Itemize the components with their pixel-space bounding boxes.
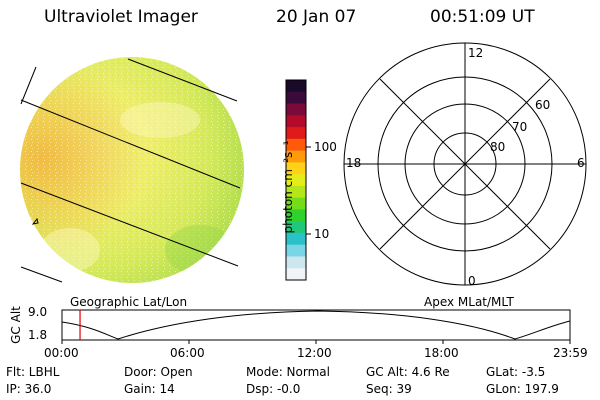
- polar-grid: [343, 42, 587, 286]
- lat-label-60: 60: [535, 98, 551, 112]
- colorbar-swatch: [286, 256, 306, 269]
- geographic-grid-lines: [20, 58, 241, 283]
- header-time: 00:51:09 UT: [430, 7, 535, 27]
- mlt-label-6: 6: [577, 156, 585, 170]
- status-glon: GLon: 197.9: [486, 382, 559, 396]
- altitude-timeline-plot: [61, 309, 571, 344]
- colorbar-swatch: [286, 138, 306, 152]
- timeline-ytick-high: 9.0: [28, 305, 48, 319]
- colorbar-swatch: [286, 268, 306, 281]
- status-filter: Flt: LBHL: [6, 365, 60, 379]
- status-seq: Seq: 39: [366, 382, 412, 396]
- lat-label-70: 70: [512, 120, 528, 134]
- colorbar-swatch: [286, 91, 306, 105]
- status-dsp: Dsp: -0.0: [246, 382, 301, 396]
- status-glat: GLat: -3.5: [486, 365, 546, 379]
- timeline-xtick-0: 00:00: [44, 346, 79, 360]
- colorbar-swatch: [286, 197, 306, 211]
- status-mode: Mode: Normal: [246, 365, 330, 379]
- colorbar-swatch: [286, 127, 306, 140]
- timeline-axis-label: GC Alt: [9, 306, 23, 344]
- timeline-right-title: Apex MLat/MLT: [424, 295, 514, 309]
- colorbar-swatch: [286, 185, 306, 199]
- colorbar-swatch: [286, 209, 306, 222]
- status-gc-alt: GC Alt: 4.6 Re: [366, 365, 450, 379]
- colorbar-tick-10: 10: [314, 227, 330, 241]
- lat-label-80: 80: [490, 140, 506, 154]
- altitude-curve: [61, 310, 571, 340]
- colorbar: [286, 80, 306, 281]
- colorbar-tick-100: 100: [314, 140, 337, 154]
- colorbar-swatch: [286, 103, 306, 116]
- mlt-label-12: 12: [468, 46, 484, 60]
- colorbar-swatch: [286, 232, 306, 246]
- timeline-ytick-low: 1.8: [28, 328, 48, 342]
- status-gain: Gain: 14: [124, 382, 175, 396]
- colorbar-swatch: [286, 115, 306, 128]
- timeline-xtick-3: 18:00: [424, 346, 459, 360]
- timeline-xtick-1: 06:00: [170, 346, 205, 360]
- mlt-label-0: 0: [468, 274, 476, 288]
- timeline-left-title: Geographic Lat/Lon: [70, 295, 188, 309]
- timeline-xtick-4: 23:59: [553, 346, 588, 360]
- colorbar-swatch: [286, 150, 306, 163]
- colorbar-swatch: [286, 174, 306, 187]
- header-date: 20 Jan 07: [276, 7, 357, 27]
- colorbar-swatch: [286, 80, 306, 93]
- colorbar-swatch: [286, 162, 306, 175]
- status-ip: IP: 36.0: [6, 382, 52, 396]
- colorbar-swatch: [286, 221, 306, 234]
- app-title: Ultraviolet Imager: [44, 7, 198, 27]
- status-door: Door: Open: [124, 365, 193, 379]
- colorbar-unit-label: photon cm⁻²s⁻¹: [281, 140, 295, 234]
- timeline-xtick-2: 12:00: [297, 346, 332, 360]
- colorbar-swatch: [286, 244, 306, 258]
- mlt-label-18: 18: [346, 156, 362, 170]
